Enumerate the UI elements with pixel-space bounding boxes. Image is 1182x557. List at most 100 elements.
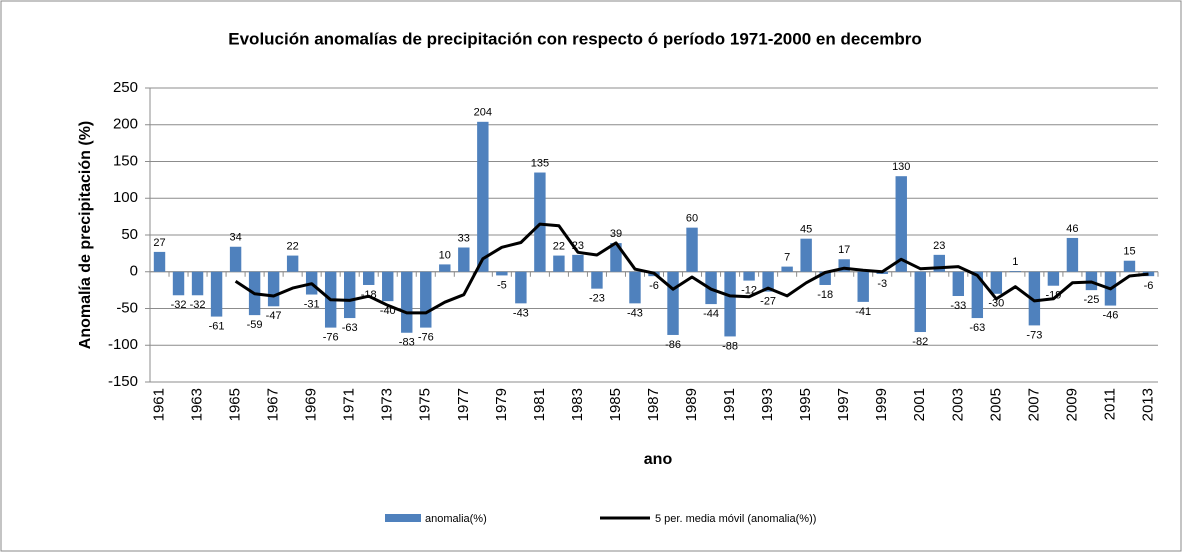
bar <box>1142 271 1155 277</box>
legend-label: anomalia(%) <box>425 513 487 525</box>
data-label: 22 <box>553 240 565 252</box>
x-tick-label: 1983 <box>569 388 586 421</box>
bar <box>363 271 375 285</box>
data-label: 17 <box>838 244 850 256</box>
bar <box>172 271 185 296</box>
x-tick-label: 1963 <box>189 388 206 421</box>
data-label: 135 <box>531 157 549 169</box>
bar <box>1009 271 1022 272</box>
y-tick-label: -150 <box>108 373 138 390</box>
bar <box>153 251 166 272</box>
bar <box>667 271 679 335</box>
data-label: -27 <box>760 296 776 308</box>
x-tick-label: 2007 <box>1025 388 1042 421</box>
y-tick-label: 150 <box>113 152 138 169</box>
bar <box>401 271 413 333</box>
y-tick-label: -100 <box>108 336 138 353</box>
bar <box>1047 271 1060 286</box>
data-label: -73 <box>1026 329 1042 341</box>
data-label: -3 <box>877 278 887 290</box>
x-tick-label: 1981 <box>531 388 548 421</box>
y-tick-label: 0 <box>130 263 138 280</box>
x-tick-label: 1965 <box>227 388 244 421</box>
bar <box>819 271 831 285</box>
data-label: 7 <box>784 252 790 264</box>
data-label: 27 <box>153 237 165 249</box>
legend-label: 5 per. media móvil (anomalia(%)) <box>655 513 816 525</box>
bar <box>439 264 451 272</box>
data-label: 34 <box>229 232 241 244</box>
x-tick-label: 1987 <box>645 388 662 421</box>
y-tick-label: 200 <box>113 116 138 133</box>
bar <box>343 271 356 319</box>
y-tick-label: 250 <box>113 79 138 96</box>
bar <box>762 271 774 292</box>
data-label: -83 <box>399 337 415 349</box>
bar <box>857 271 869 302</box>
data-label: 204 <box>474 107 492 119</box>
x-tick-label: 1985 <box>607 388 624 421</box>
data-label: 1 <box>1012 256 1018 268</box>
data-label: -25 <box>1083 294 1099 306</box>
x-tick-label: 1973 <box>379 388 396 421</box>
y-tick-label: 50 <box>121 226 138 243</box>
x-tick-label: 1977 <box>455 388 472 421</box>
data-label: -33 <box>950 300 966 312</box>
bar <box>1028 271 1041 326</box>
data-label: -76 <box>323 332 339 344</box>
data-label: 33 <box>458 232 470 244</box>
data-label: -23 <box>589 293 605 305</box>
x-tick-label: 1969 <box>303 388 320 421</box>
bar <box>382 271 394 302</box>
bar <box>496 271 508 276</box>
x-tick-label: 2013 <box>1139 388 1156 421</box>
x-tick-label: 1991 <box>721 388 738 421</box>
data-label: -30 <box>988 298 1004 310</box>
x-tick-label: 1961 <box>150 388 167 421</box>
data-label: -63 <box>969 322 985 334</box>
data-label: 39 <box>610 228 622 240</box>
data-label: -32 <box>171 299 187 311</box>
bar <box>229 246 242 272</box>
data-label: -6 <box>649 280 659 292</box>
bar <box>686 227 698 272</box>
data-label: 130 <box>892 161 910 173</box>
data-label: -6 <box>1144 280 1154 292</box>
x-tick-label: 1989 <box>683 388 700 421</box>
bar <box>629 271 641 304</box>
x-tick-label: 1999 <box>873 388 890 421</box>
x-tick-label: 2001 <box>911 388 928 421</box>
bar <box>572 254 584 272</box>
y-tick-label: -50 <box>116 299 138 316</box>
data-label: -59 <box>247 319 263 331</box>
data-label: -63 <box>342 322 358 334</box>
x-tick-label: 2005 <box>987 388 1004 421</box>
x-tick-label: 1993 <box>759 388 776 421</box>
bar <box>267 271 280 307</box>
x-tick-label: 2009 <box>1063 388 1080 421</box>
x-tick-label: 2003 <box>949 388 966 421</box>
bar <box>1066 237 1079 272</box>
x-tick-label: 1995 <box>797 388 814 421</box>
bar <box>990 271 1003 294</box>
data-label: 22 <box>287 240 299 252</box>
data-label: 60 <box>686 213 698 225</box>
legend-swatch <box>385 514 421 522</box>
data-label: -31 <box>304 298 320 310</box>
data-label: -86 <box>665 339 681 351</box>
data-label: -47 <box>266 310 282 322</box>
y-axis-title: Anomalía de precipitación (%) <box>77 121 94 349</box>
moving-average-line <box>234 222 1149 315</box>
x-axis-title: ano <box>644 451 673 468</box>
bar <box>286 255 299 272</box>
data-label: -76 <box>418 332 434 344</box>
bar <box>515 271 527 304</box>
bar <box>610 243 622 272</box>
x-tick-label: 1975 <box>417 388 434 421</box>
bar <box>781 266 793 272</box>
bar <box>553 255 565 272</box>
bar <box>724 271 736 337</box>
bar <box>191 271 204 296</box>
bar <box>420 271 432 328</box>
